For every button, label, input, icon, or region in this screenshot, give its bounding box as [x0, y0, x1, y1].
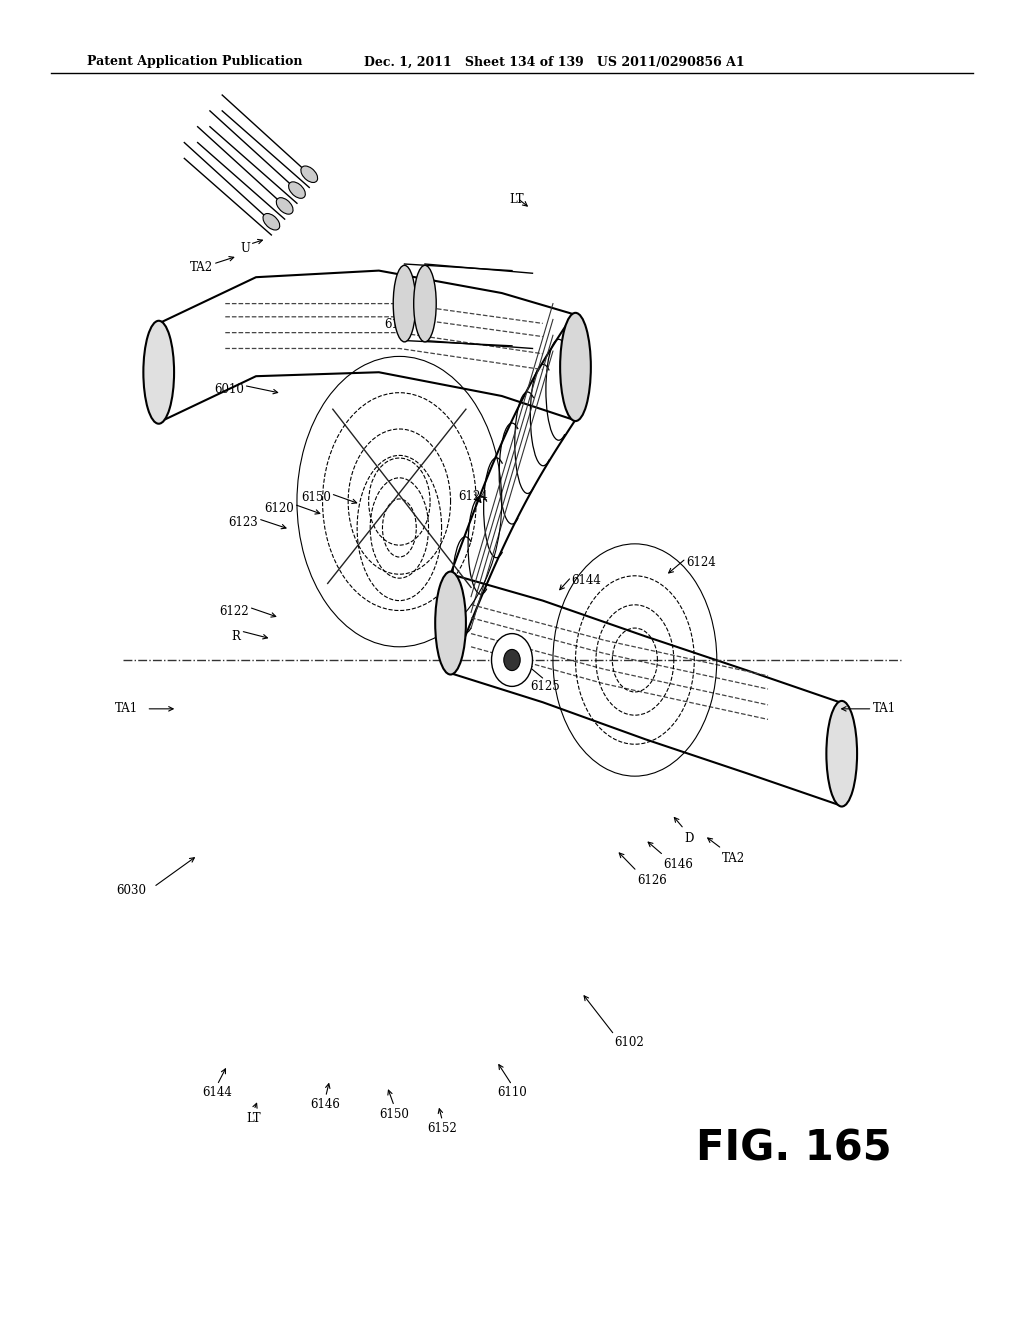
Text: TA1: TA1	[115, 702, 138, 715]
Ellipse shape	[560, 313, 591, 421]
Text: Patent Application Publication: Patent Application Publication	[87, 55, 302, 69]
Circle shape	[504, 649, 520, 671]
Text: 6150: 6150	[379, 1107, 410, 1121]
Circle shape	[492, 634, 532, 686]
Ellipse shape	[301, 166, 317, 182]
Text: U: U	[240, 242, 250, 255]
Text: 6146: 6146	[664, 858, 693, 871]
Text: 6150: 6150	[301, 491, 331, 504]
Ellipse shape	[263, 214, 280, 230]
Text: 6126: 6126	[637, 874, 667, 887]
Text: 6010: 6010	[214, 383, 244, 396]
Text: Dec. 1, 2011   Sheet 134 of 139   US 2011/0290856 A1: Dec. 1, 2011 Sheet 134 of 139 US 2011/02…	[364, 55, 744, 69]
Text: 6144: 6144	[571, 574, 601, 587]
Ellipse shape	[289, 182, 305, 198]
Text: 6120: 6120	[264, 502, 294, 515]
Text: 6123: 6123	[228, 516, 258, 529]
Ellipse shape	[393, 265, 416, 342]
Text: TA2: TA2	[722, 851, 745, 865]
Ellipse shape	[826, 701, 857, 807]
Ellipse shape	[143, 321, 174, 424]
Ellipse shape	[276, 198, 293, 214]
Text: 6125: 6125	[529, 680, 560, 693]
Text: 6122: 6122	[219, 605, 249, 618]
Text: LT: LT	[247, 1111, 261, 1125]
Text: 6110: 6110	[497, 1086, 527, 1100]
Text: TA1: TA1	[872, 702, 896, 715]
Text: 6124: 6124	[686, 556, 716, 569]
Text: 6102: 6102	[614, 1036, 644, 1049]
Text: TA2: TA2	[189, 261, 213, 275]
Ellipse shape	[435, 572, 466, 675]
Text: 6144: 6144	[202, 1086, 232, 1100]
Text: FIG. 165: FIG. 165	[696, 1127, 892, 1170]
Text: LT: LT	[510, 193, 524, 206]
Text: R: R	[231, 630, 241, 643]
Text: 6146: 6146	[310, 1098, 341, 1111]
Text: 6152: 6152	[427, 1122, 458, 1135]
Text: 6124: 6124	[458, 490, 488, 503]
Text: 6030: 6030	[117, 884, 146, 898]
Text: D: D	[684, 832, 693, 845]
Ellipse shape	[414, 265, 436, 342]
Text: 6127: 6127	[384, 318, 415, 331]
